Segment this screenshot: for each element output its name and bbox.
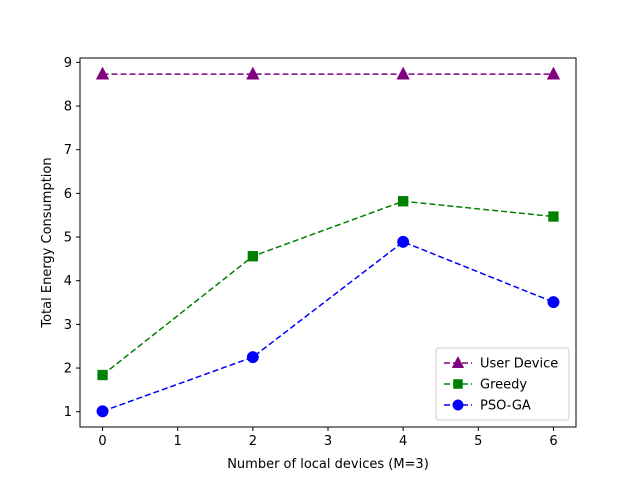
data-point (247, 251, 259, 262)
x-tick-label: 3 (324, 434, 332, 449)
axes-frame (79, 57, 577, 428)
legend-item: PSO-GA (444, 399, 531, 414)
y-tick-label: 5 (64, 231, 72, 246)
x-tick-label: 0 (98, 434, 106, 449)
series-greedy (97, 196, 559, 381)
y-axis-label: Total Energy Consumption (40, 157, 55, 328)
y-tick-label: 9 (64, 56, 72, 71)
x-tick-label: 6 (549, 434, 557, 449)
data-point (96, 405, 109, 418)
y-tick-label: 3 (64, 318, 72, 333)
y-tick-label: 8 (64, 100, 72, 115)
series-line (102, 200, 554, 376)
legend-label: User Device (480, 357, 558, 372)
data-point (547, 296, 560, 309)
x-tick-label: 1 (174, 434, 182, 449)
legend-label: PSO-GA (480, 399, 531, 414)
legend: User Device Greedy PSO-GA (435, 347, 570, 421)
y-axis-ticks: 1 2 3 4 5 6 7 8 9 (64, 56, 80, 420)
series-line (102, 240, 554, 412)
data-point (546, 66, 561, 80)
data-point (246, 66, 260, 80)
y-tick-label: 7 (64, 143, 72, 158)
legend-item: User Device (444, 355, 558, 372)
y-tick-label: 2 (64, 362, 72, 377)
y-tick-label: 1 (64, 405, 72, 420)
y-tick-label: 6 (64, 187, 72, 202)
data-point (246, 351, 259, 364)
data-point (397, 235, 410, 248)
data-point (397, 196, 409, 207)
data-point (396, 66, 410, 80)
x-axis-label: Number of local devices (M=3) (227, 457, 429, 472)
x-tick-label: 5 (474, 434, 482, 449)
series-pso-ga (96, 235, 560, 418)
x-tick-label: 4 (399, 434, 407, 449)
data-point (97, 369, 108, 381)
legend-label: Greedy (480, 378, 527, 393)
legend-marker (453, 379, 463, 389)
x-axis-ticks: 0 1 2 3 4 5 6 (98, 427, 558, 449)
series-user-device (95, 66, 561, 80)
legend-box (435, 347, 570, 421)
y-tick-label: 4 (64, 274, 72, 289)
series-layer (95, 66, 561, 418)
data-point (95, 66, 110, 80)
legend-item: Greedy (444, 378, 527, 393)
x-tick-label: 2 (249, 434, 257, 449)
legend-marker (451, 355, 465, 368)
legend-marker (452, 399, 464, 411)
data-point (548, 211, 559, 222)
